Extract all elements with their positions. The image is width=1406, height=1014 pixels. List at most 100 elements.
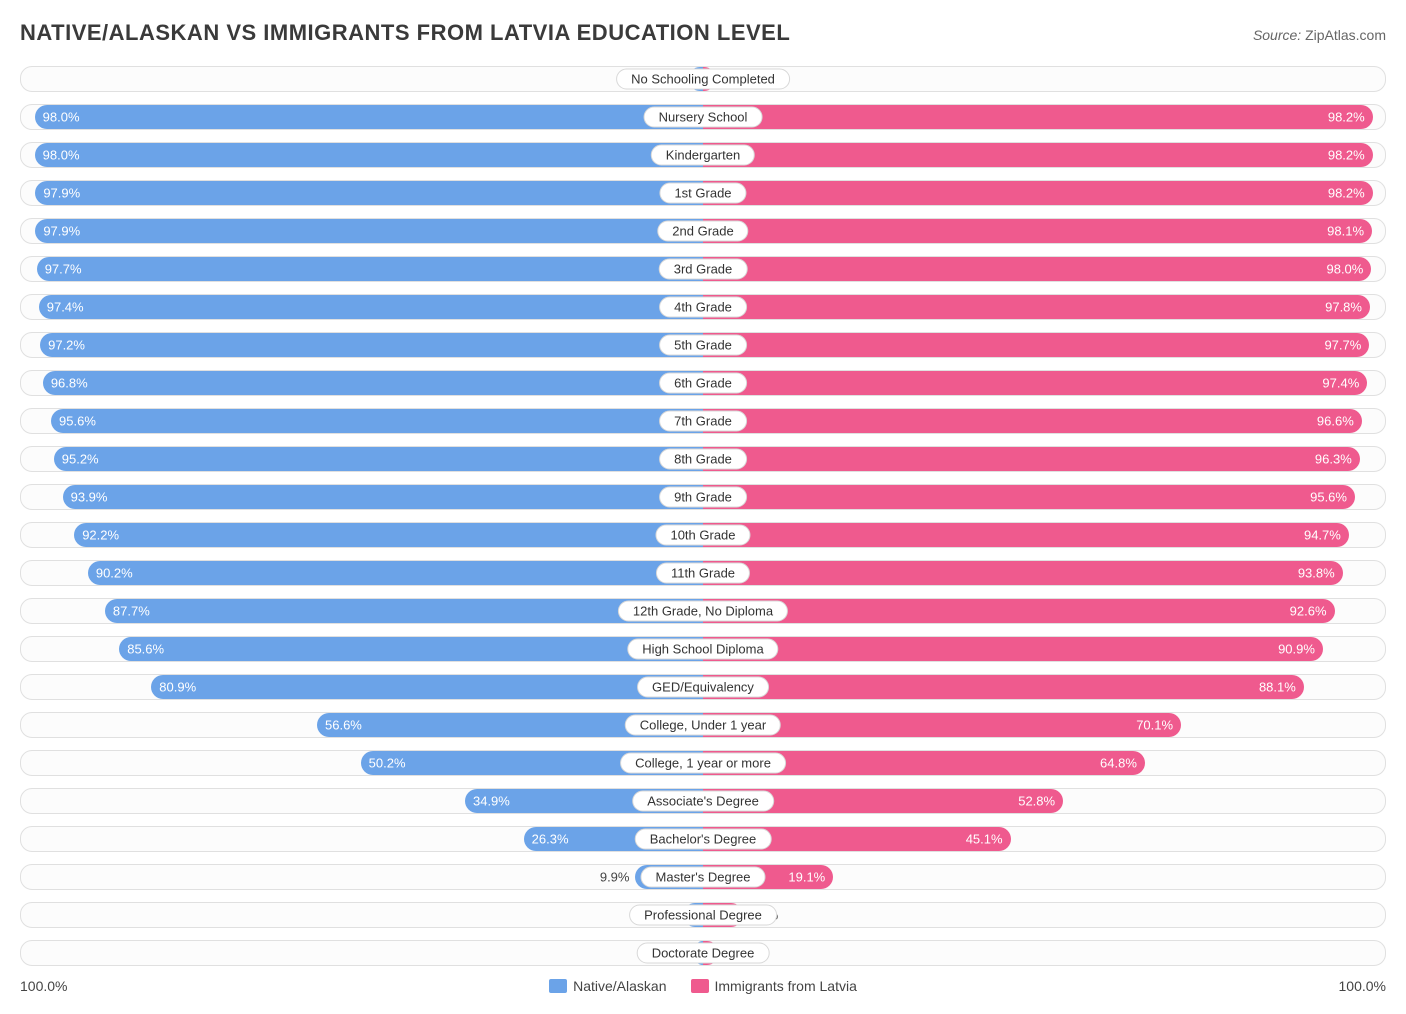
value-left: 98.0%: [43, 110, 80, 125]
value-left: 80.9%: [159, 680, 196, 695]
value-left: 97.9%: [43, 224, 80, 239]
bar-left: 96.8%: [43, 371, 703, 395]
legend-swatch-right: [691, 979, 709, 993]
bar-right: 98.0%: [703, 257, 1371, 281]
bar-right: 95.6%: [703, 485, 1355, 509]
category-label: High School Diploma: [627, 639, 778, 660]
bar-right: 97.8%: [703, 295, 1370, 319]
chart-row: 26.3%45.1%Bachelor's Degree: [20, 826, 1386, 852]
bar-left: 98.0%: [35, 105, 703, 129]
chart-row: 97.9% 98.1%2nd Grade: [20, 218, 1386, 244]
value-left: 56.6%: [325, 718, 362, 733]
category-label: Nursery School: [644, 107, 763, 128]
chart-row: 2.2%1.9%No Schooling Completed: [20, 66, 1386, 92]
bar-right: 92.6%: [703, 599, 1335, 623]
value-left: 85.6%: [127, 642, 164, 657]
bar-left: 97.4%: [39, 295, 703, 319]
chart-row: 96.8% 97.4% 6th Grade: [20, 370, 1386, 396]
value-right: 97.7%: [1324, 338, 1361, 353]
category-label: 2nd Grade: [657, 221, 748, 242]
value-right: 88.1%: [1259, 680, 1296, 695]
category-label: No Schooling Completed: [616, 69, 790, 90]
category-label: 3rd Grade: [659, 259, 748, 280]
value-left: 87.7%: [113, 604, 150, 619]
chart-row: 3.0%5.8%Professional Degree: [20, 902, 1386, 928]
value-left: 50.2%: [369, 756, 406, 771]
category-label: 9th Grade: [659, 487, 747, 508]
category-label: Doctorate Degree: [637, 943, 770, 964]
value-right: 96.3%: [1315, 452, 1352, 467]
category-label: College, Under 1 year: [625, 715, 781, 736]
chart-header: NATIVE/ALASKAN VS IMMIGRANTS FROM LATVIA…: [20, 20, 1386, 46]
source-prefix: Source:: [1253, 27, 1305, 43]
bar-left: 87.7%: [105, 599, 703, 623]
value-right: 94.7%: [1304, 528, 1341, 543]
value-left: 95.6%: [59, 414, 96, 429]
value-left: 92.2%: [82, 528, 119, 543]
category-label: 5th Grade: [659, 335, 747, 356]
legend-item-left: Native/Alaskan: [549, 978, 666, 994]
bar-right: 96.6%: [703, 409, 1362, 433]
bar-left: 80.9%: [151, 675, 703, 699]
value-left: 98.0%: [43, 148, 80, 163]
bar-left: 97.2%: [40, 333, 703, 357]
bar-left: 90.2%: [88, 561, 703, 585]
legend-label-right: Immigrants from Latvia: [715, 978, 857, 994]
bar-right: 98.1%: [703, 219, 1372, 243]
value-left: 26.3%: [532, 832, 569, 847]
bar-right: 93.8%: [703, 561, 1343, 585]
chart-row: 80.9%88.1%GED/Equivalency: [20, 674, 1386, 700]
bar-left: 95.2%: [54, 447, 703, 471]
category-label: 12th Grade, No Diploma: [618, 601, 788, 622]
chart-row: 92.2%94.7%10th Grade: [20, 522, 1386, 548]
value-left: 96.8%: [51, 376, 88, 391]
category-label: 6th Grade: [659, 373, 747, 394]
chart-title: NATIVE/ALASKAN VS IMMIGRANTS FROM LATVIA…: [20, 20, 790, 46]
bar-right: 97.4%: [703, 371, 1367, 395]
value-right: 92.6%: [1290, 604, 1327, 619]
legend-item-right: Immigrants from Latvia: [691, 978, 857, 994]
axis-left-label: 100.0%: [20, 978, 67, 994]
chart-row: 93.9%95.6%9th Grade: [20, 484, 1386, 510]
value-right: 97.4%: [1322, 376, 1359, 391]
value-left: 9.9%: [600, 870, 630, 885]
legend-label-left: Native/Alaskan: [573, 978, 666, 994]
category-label: 4th Grade: [659, 297, 747, 318]
value-left: 97.2%: [48, 338, 85, 353]
category-label: Professional Degree: [629, 905, 777, 926]
value-right: 45.1%: [966, 832, 1003, 847]
bar-left: 97.7%: [37, 257, 703, 281]
bar-right: 98.2%: [703, 181, 1373, 205]
chart-row: 97.9%98.2%1st Grade: [20, 180, 1386, 206]
value-right: 98.0%: [1326, 262, 1363, 277]
value-right: 93.8%: [1298, 566, 1335, 581]
chart-row: 98.0%98.2%Kindergarten: [20, 142, 1386, 168]
category-label: College, 1 year or more: [620, 753, 786, 774]
bar-left: 95.6%: [51, 409, 703, 433]
chart-row: 97.7% 98.0% 3rd Grade: [20, 256, 1386, 282]
chart-row: 95.6%96.6%7th Grade: [20, 408, 1386, 434]
value-left: 34.9%: [473, 794, 510, 809]
chart-row: 19.1%9.9%Master's Degree: [20, 864, 1386, 890]
bar-right: 90.9%: [703, 637, 1323, 661]
bar-right: 98.2%: [703, 143, 1373, 167]
chart-row: 98.0% 98.2%Nursery School: [20, 104, 1386, 130]
value-right: 96.6%: [1317, 414, 1354, 429]
diverging-bar-chart: 2.2%1.9%No Schooling Completed 98.0% 98.2%…: [20, 66, 1386, 966]
chart-legend: Native/Alaskan Immigrants from Latvia: [67, 978, 1338, 994]
source-name: ZipAtlas.com: [1305, 27, 1386, 43]
chart-row: 85.6% 90.9%High School Diploma: [20, 636, 1386, 662]
value-right: 70.1%: [1136, 718, 1173, 733]
category-label: Associate's Degree: [632, 791, 774, 812]
axis-right-label: 100.0%: [1339, 978, 1386, 994]
value-right: 52.8%: [1018, 794, 1055, 809]
category-label: 8th Grade: [659, 449, 747, 470]
chart-row: 95.2% 96.3% 8th Grade: [20, 446, 1386, 472]
category-label: 1st Grade: [659, 183, 746, 204]
bar-left: 85.6%: [119, 637, 703, 661]
chart-row: 1.3%2.4%Doctorate Degree: [20, 940, 1386, 966]
value-left: 97.7%: [45, 262, 82, 277]
legend-swatch-left: [549, 979, 567, 993]
bar-right: 98.2%: [703, 105, 1373, 129]
bar-left: 92.2%: [74, 523, 703, 547]
